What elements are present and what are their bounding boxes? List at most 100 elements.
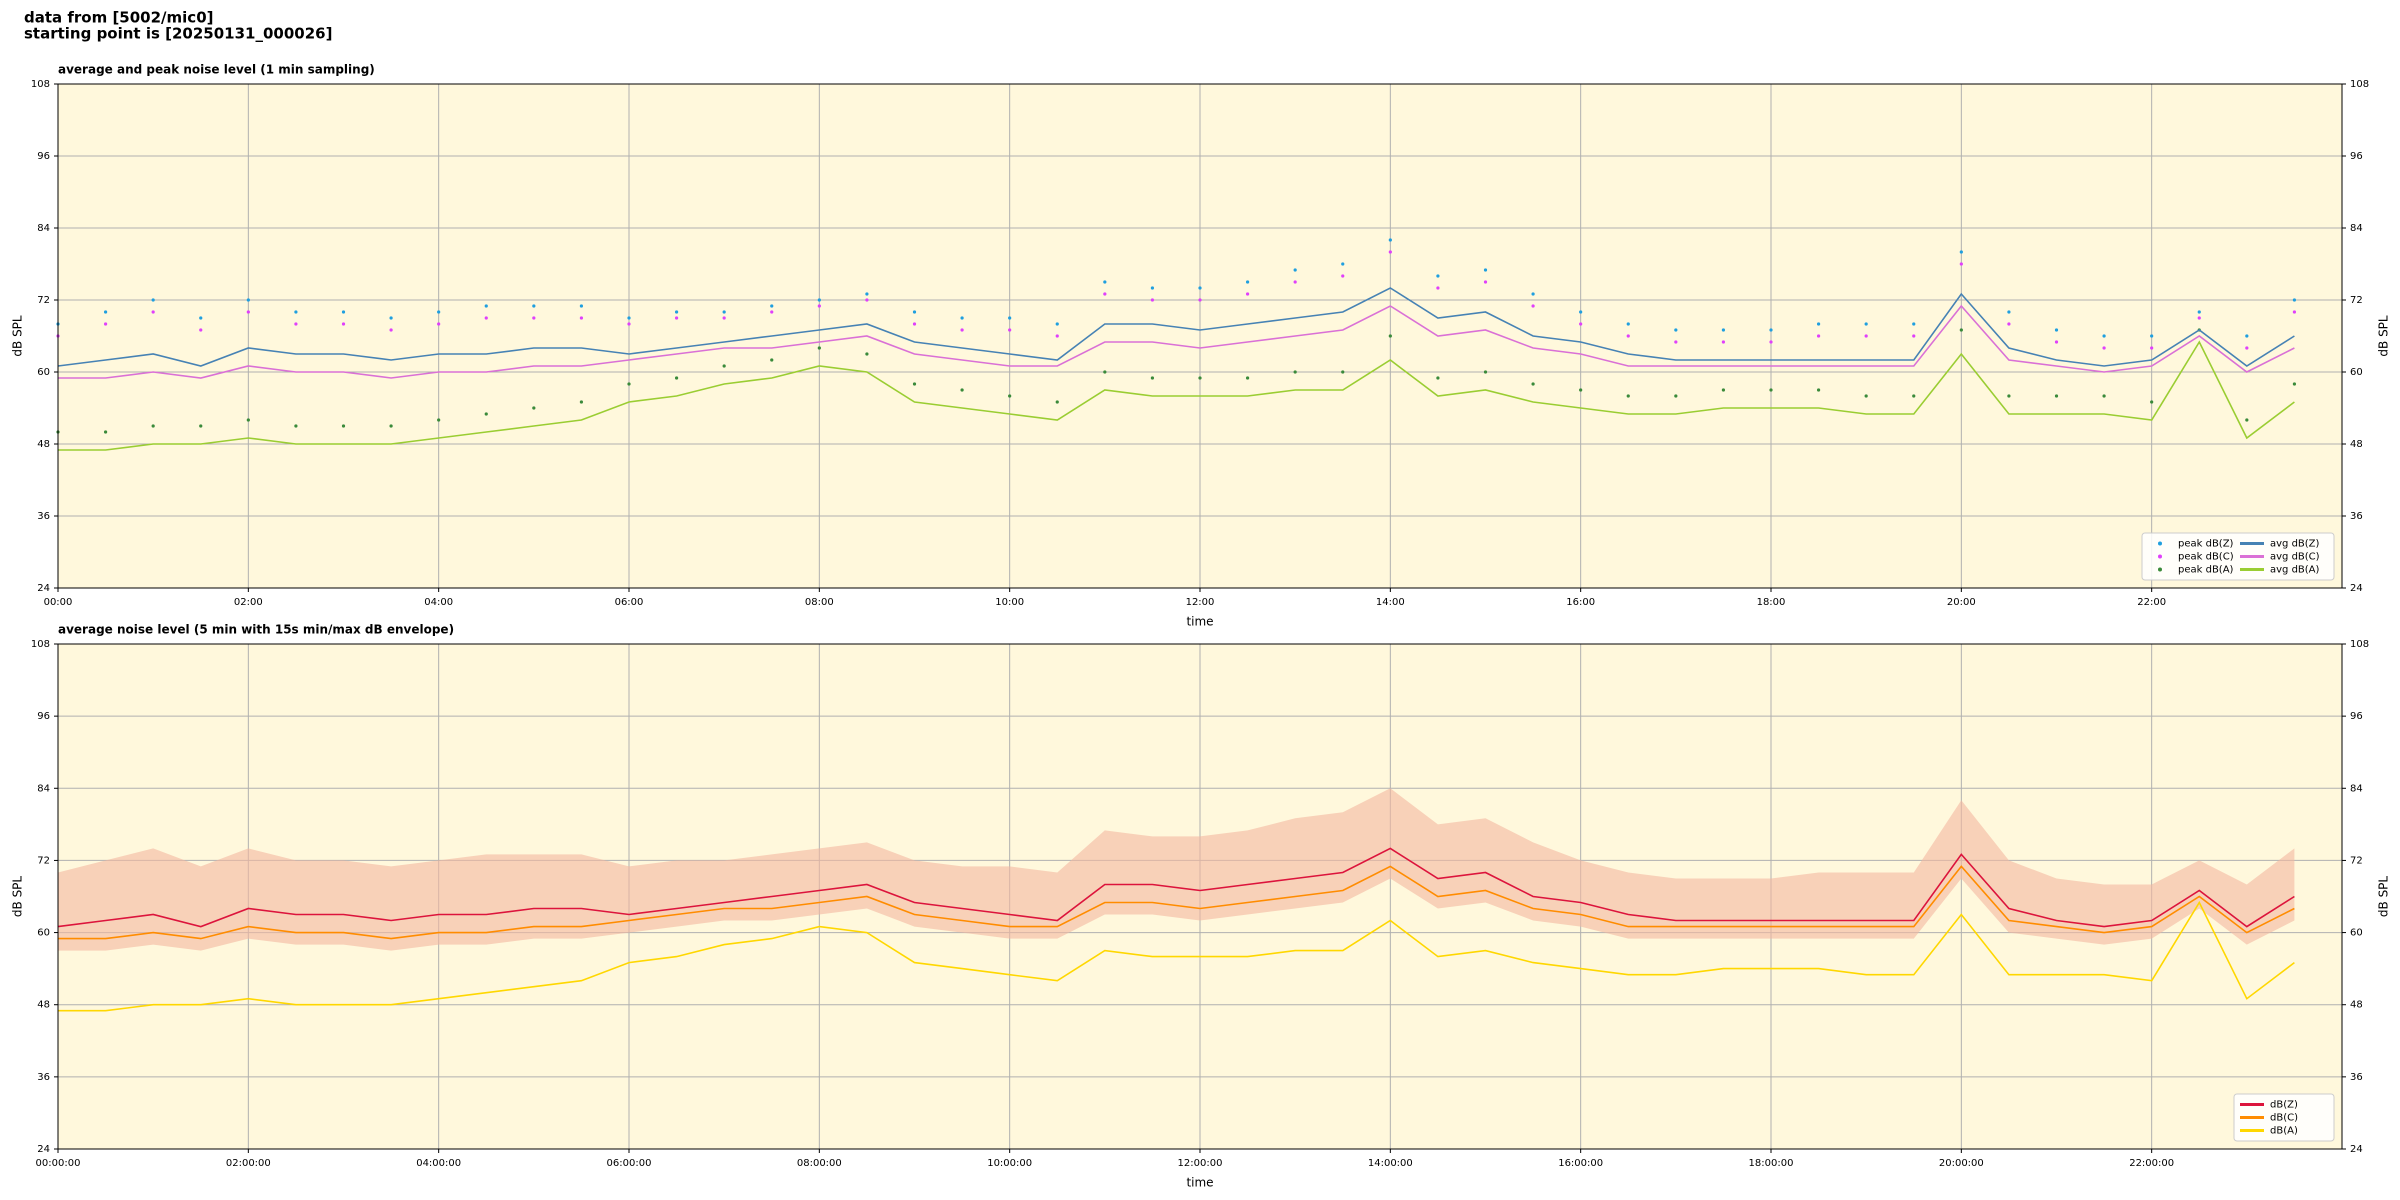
peak-dot: [865, 292, 869, 296]
y2-tick-label: 24: [2350, 583, 2363, 594]
peak-dot: [1245, 280, 1250, 284]
y2-tick-label: 96: [2350, 151, 2363, 162]
peak-dot: [2102, 334, 2106, 338]
peak-dot: [627, 316, 631, 320]
y2-axis-label: dB SPL: [2377, 315, 2391, 357]
peak-dot: [1388, 238, 1392, 242]
y2-tick-label: 24: [2350, 1144, 2363, 1155]
peak-dot: [103, 322, 108, 326]
y2-tick-label: 108: [2350, 639, 2369, 650]
peak-dot: [1483, 268, 1488, 272]
peak-dot: [1388, 334, 1392, 338]
peak-dot: [770, 358, 774, 362]
y2-tick-label: 48: [2350, 1000, 2363, 1011]
peak-dot: [294, 322, 298, 326]
y-tick-label: 84: [37, 223, 50, 234]
y-tick-label: 72: [37, 295, 50, 306]
y2-tick-label: 108: [2350, 79, 2369, 90]
peak-dot: [199, 316, 203, 320]
peak-dot: [1816, 334, 1821, 338]
peak-dot: [817, 304, 821, 308]
x-tick-label: 08:00: [805, 597, 834, 608]
y-tick-label: 84: [37, 783, 50, 794]
peak-dot: [1483, 370, 1488, 374]
peak-dot: [912, 310, 917, 314]
y-axis-label: dB SPL: [11, 876, 25, 918]
peak-dot: [674, 376, 679, 380]
peak-dot: [294, 424, 298, 428]
x-tick-label: 02:00: [234, 597, 263, 608]
peak-dot: [865, 352, 869, 356]
peak-dot: [2245, 418, 2249, 422]
peak-dot: [1864, 334, 1868, 338]
peak-dot: [1103, 292, 1107, 296]
peak-dot: [674, 310, 679, 314]
peak-dot: [2292, 310, 2297, 314]
peak-dot: [246, 298, 250, 302]
x-tick-label: 20:00: [1947, 597, 1976, 608]
y2-tick-label: 72: [2350, 855, 2363, 866]
header-line: data from [5002/mic0]: [24, 9, 214, 27]
x-tick-label: 22:00:00: [2129, 1158, 2174, 1169]
peak-dot: [103, 310, 108, 314]
y2-axis-label: dB SPL: [2377, 876, 2391, 918]
peak-dot: [1626, 394, 1630, 398]
peak-dot: [1769, 388, 1773, 392]
x-tick-label: 20:00:00: [1939, 1158, 1984, 1169]
peak-dot: [627, 382, 631, 386]
peak-dot: [1626, 322, 1630, 326]
y-tick-label: 36: [37, 511, 50, 522]
peak-dot: [1293, 280, 1297, 284]
peak-dot: [1674, 340, 1678, 344]
peak-dot: [199, 328, 203, 332]
peak-dot: [1436, 286, 1440, 290]
peak-dot: [484, 304, 488, 308]
peak-dot: [1531, 292, 1535, 296]
peak-dot: [2150, 400, 2154, 404]
peak-dot: [1008, 328, 1012, 332]
y2-tick-label: 96: [2350, 711, 2363, 722]
peak-dot: [1008, 316, 1012, 320]
y-tick-label: 96: [37, 151, 50, 162]
legend-label: peak dB(C): [2178, 552, 2234, 563]
peak-dot: [246, 418, 250, 422]
peak-dot: [817, 298, 821, 302]
chart-title: average noise level (5 min with 15s min/…: [58, 623, 454, 637]
peak-dot: [1103, 280, 1107, 284]
x-tick-label: 06:00:00: [607, 1158, 652, 1169]
peak-dot: [960, 328, 964, 332]
series-line: [58, 900, 2295, 1012]
peak-dot: [1150, 286, 1155, 290]
x-tick-label: 16:00: [1566, 597, 1595, 608]
peak-dot: [1198, 298, 1202, 302]
peak-dot: [151, 424, 155, 428]
y-tick-label: 96: [37, 711, 50, 722]
x-tick-label: 18:00:00: [1749, 1158, 1794, 1169]
peak-dot: [532, 316, 536, 320]
x-tick-label: 00:00:00: [36, 1158, 81, 1169]
peak-dot: [1674, 328, 1678, 332]
series-line: [58, 340, 2295, 451]
legend-label: dB(C): [2270, 1113, 2298, 1124]
peak-dot: [1864, 394, 1868, 398]
peak-dot: [1293, 268, 1297, 272]
peak-dot: [960, 388, 964, 392]
peak-dot: [199, 424, 203, 428]
peak-dot: [484, 316, 488, 320]
envelope: [58, 788, 2295, 951]
x-tick-label: 14:00:00: [1368, 1158, 1413, 1169]
peak-dot: [1436, 376, 1440, 380]
peak-dot: [532, 406, 536, 410]
peak-dot: [1388, 250, 1392, 254]
peak-dot: [579, 316, 584, 320]
peak-dot: [1674, 394, 1678, 398]
peak-dot: [437, 322, 441, 326]
peak-dot: [770, 310, 774, 314]
peak-dot: [2292, 298, 2297, 302]
peak-dot: [1769, 328, 1773, 332]
peak-dot: [1341, 262, 1345, 266]
peak-dot: [1436, 274, 1440, 278]
x-tick-label: 22:00: [2137, 597, 2166, 608]
peak-dot: [1103, 370, 1107, 374]
